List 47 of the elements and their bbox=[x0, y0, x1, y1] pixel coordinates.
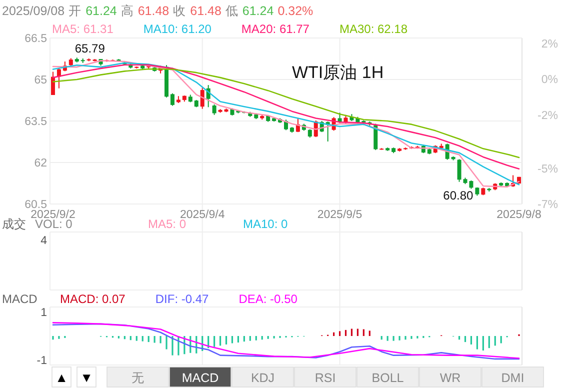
text: 收 bbox=[173, 4, 186, 18]
text: 4 bbox=[40, 235, 48, 247]
y-tick-label: 62 bbox=[34, 158, 47, 170]
text: 61.48 bbox=[190, 4, 222, 18]
text: WR bbox=[440, 371, 461, 385]
y2-tick-label: 0% bbox=[541, 74, 558, 86]
y-tick-label: 66.5 bbox=[24, 33, 47, 45]
text: 0.32% bbox=[278, 4, 314, 18]
text: MA20: 61.77 bbox=[241, 22, 310, 36]
text: RSI bbox=[314, 371, 336, 385]
text: MACD bbox=[182, 371, 219, 385]
text: 成交 bbox=[2, 217, 26, 231]
text: MA5: 61.31 bbox=[52, 22, 114, 36]
annotation: 60.80 bbox=[443, 188, 474, 203]
text: DMI bbox=[501, 371, 524, 385]
text: BOLL bbox=[372, 371, 404, 385]
text: MA10: 0 bbox=[243, 217, 288, 231]
y-axis-title: MACD bbox=[2, 292, 38, 306]
text: 61.24 bbox=[242, 4, 274, 18]
text: KDJ bbox=[250, 371, 275, 385]
x-tick-label: 2025/9/8 bbox=[496, 209, 542, 221]
text: 开 bbox=[68, 4, 82, 18]
y2-tick-label: 2% bbox=[541, 38, 558, 50]
x-tick-label: 2025/9/5 bbox=[317, 209, 362, 221]
y2-tick-label: -2% bbox=[538, 110, 558, 122]
y-tick-label: 63.5 bbox=[24, 116, 47, 128]
text: MACD: 0.07 bbox=[60, 292, 126, 306]
text: DEA: -0.50 bbox=[238, 292, 298, 306]
text: 低 bbox=[225, 4, 238, 18]
text: MA10: 61.20 bbox=[143, 22, 212, 36]
annotation: 65.79 bbox=[74, 42, 106, 56]
text: 61.24 bbox=[86, 4, 117, 18]
text: WTI原油 1H bbox=[292, 63, 384, 82]
text: 无 bbox=[131, 371, 144, 385]
series-label: DIF: -0.47 bbox=[155, 292, 210, 306]
y2-tick-label: -5% bbox=[538, 163, 558, 176]
y2-tick-label: -7% bbox=[538, 199, 558, 211]
y-tick-label: 1 bbox=[40, 306, 47, 319]
text: MA30: 62.18 bbox=[339, 22, 408, 36]
text: 61.48 bbox=[138, 4, 170, 18]
y-tick-label: 60.5 bbox=[24, 199, 47, 211]
text: ▼ bbox=[80, 370, 93, 385]
text: 2025/09/08 bbox=[2, 4, 65, 18]
text: ▲ bbox=[55, 370, 68, 385]
text: 高 bbox=[120, 3, 134, 18]
y-tick-label: -1 bbox=[36, 355, 47, 368]
y-tick-label: 65 bbox=[34, 74, 47, 86]
